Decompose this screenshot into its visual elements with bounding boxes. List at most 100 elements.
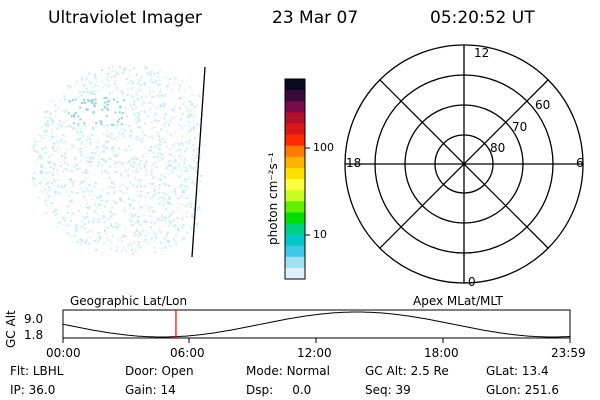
disk-pixel <box>127 81 130 84</box>
disk-pixel <box>125 250 128 253</box>
disk-pixel <box>164 76 167 79</box>
disk-pixel <box>197 207 199 210</box>
disk-pixel <box>177 228 180 230</box>
disk-pixel <box>54 214 57 217</box>
disk-pixel <box>34 184 37 187</box>
disk-pixel <box>152 81 155 84</box>
disk-pixel <box>98 154 101 157</box>
status-gc-alt: GC Alt: 2.5 Re <box>365 364 449 378</box>
disk-pixel <box>104 229 106 232</box>
disk-pixel <box>134 213 137 216</box>
disk-pixel <box>79 131 82 134</box>
disk-pixel <box>128 69 131 72</box>
status-ip-value: 36.0 <box>28 383 56 397</box>
disk-pixel <box>187 203 190 205</box>
disk-pixel <box>123 193 126 196</box>
disk-pixel <box>36 157 39 160</box>
disk-pixel <box>160 175 163 177</box>
disk-pixel <box>46 120 49 122</box>
disk-pixel <box>197 206 200 209</box>
disk-pixel <box>169 153 172 156</box>
disk-pixel <box>174 159 177 162</box>
colorbar-band <box>285 267 305 280</box>
disk-pixel <box>55 134 58 137</box>
disk-pixel <box>143 110 146 113</box>
disk-pixel <box>192 121 195 124</box>
disk-pixel <box>193 183 196 186</box>
disk-pixel <box>45 192 48 195</box>
disk-pixel <box>196 147 199 150</box>
disk-pixel <box>63 98 66 101</box>
disk-pixel <box>167 86 170 89</box>
timeline-plot <box>62 309 571 343</box>
disk-pixel <box>129 128 132 131</box>
disk-pixel <box>119 223 121 226</box>
disk-pixel <box>160 247 163 250</box>
disk-pixel <box>47 124 50 127</box>
disk-pixel <box>135 163 138 166</box>
disk-pixel <box>112 213 115 216</box>
disk-pixel <box>50 182 53 185</box>
disk-pixel <box>103 144 106 147</box>
status-flt-label: Flt: <box>10 364 29 378</box>
disk-pixel <box>160 128 163 131</box>
disk-pixel <box>56 191 59 194</box>
disk-pixel <box>80 240 83 243</box>
disk-pixel <box>54 180 57 183</box>
disk-pixel <box>138 231 141 234</box>
disk-pixel <box>140 95 143 98</box>
disk-pixel <box>69 85 72 88</box>
disk-pixel <box>82 171 85 174</box>
disk-pixel <box>178 88 180 91</box>
disk-pixel <box>86 90 89 93</box>
disk-pixel <box>195 171 198 174</box>
disk-pixel <box>80 225 83 228</box>
disk-pixel <box>61 124 63 127</box>
disk-pixel <box>154 185 157 188</box>
disk-pixel <box>106 101 109 104</box>
disk-pixel <box>139 179 142 182</box>
colorbar-band <box>285 79 305 91</box>
status-gain: Gain: 14 <box>125 383 176 397</box>
disk-pixel <box>136 218 139 221</box>
disk-pixel <box>185 205 188 208</box>
disk-pixel <box>110 136 113 139</box>
disk-pixel <box>137 120 140 123</box>
disk-pixel <box>58 99 61 102</box>
disk-pixel <box>113 163 116 166</box>
timeline-ylabel: GC Alt <box>4 310 18 348</box>
disk-pixel <box>143 240 146 243</box>
disk-pixel <box>55 148 58 151</box>
disk-pixel <box>133 231 136 234</box>
disk-pixel <box>185 211 188 214</box>
disk-pixel <box>77 123 80 126</box>
disk-pixel <box>133 162 136 165</box>
disk-pixel <box>61 186 64 189</box>
disk-pixel <box>63 156 66 159</box>
instrument-title: Ultraviolet Imager <box>48 8 202 28</box>
disk-pixel <box>137 235 140 238</box>
disk-pixel <box>199 180 202 183</box>
disk-pixel <box>161 94 163 97</box>
disk-pixel <box>106 192 109 194</box>
disk-pixel <box>49 160 52 163</box>
disk-pixel <box>177 229 180 232</box>
disk-pixel <box>139 159 142 162</box>
disk-pixel <box>185 141 188 143</box>
disk-pixel <box>166 201 169 204</box>
disk-pixel <box>143 220 146 223</box>
disk-pixel <box>164 112 167 115</box>
disk-pixel <box>165 167 168 170</box>
disk-pixel <box>163 115 166 118</box>
disk-pixel <box>103 159 106 161</box>
disk-pixel <box>126 93 129 96</box>
disk-pixel <box>115 72 118 75</box>
disk-pixel <box>66 163 69 166</box>
disk-pixel <box>115 213 118 216</box>
disk-pixel <box>115 89 118 92</box>
disk-pixel <box>151 151 154 154</box>
disk-pixel <box>54 192 57 195</box>
status-seq-label: Seq: <box>365 383 392 397</box>
disk-pixel <box>138 223 141 226</box>
disk-pixel <box>133 100 136 103</box>
